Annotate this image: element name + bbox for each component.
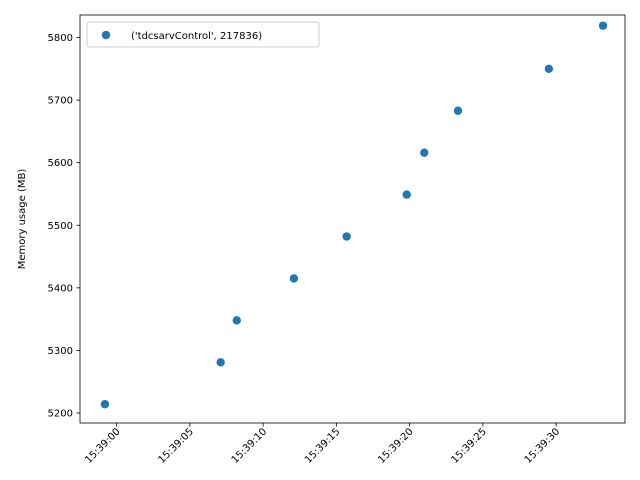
y-tick-label: 5500: [48, 221, 73, 232]
x-tick-label: 15:39:00: [83, 426, 123, 466]
x-tick-label: 15:39:25: [449, 426, 489, 466]
data-point: [544, 64, 554, 74]
y-tick-label: 5600: [48, 158, 73, 169]
plot-area: [80, 15, 625, 423]
y-tick-label: 5200: [48, 408, 73, 419]
data-points: [100, 21, 608, 409]
legend-label: ('tdcsarvControl', 217836): [131, 31, 262, 42]
y-tick-label: 5400: [48, 283, 73, 294]
data-point: [216, 358, 225, 367]
data-point: [100, 400, 110, 409]
data-point: [598, 21, 608, 30]
x-tick-label: 15:39:30: [523, 426, 563, 466]
y-tick-label: 5800: [48, 33, 73, 44]
x-tick-label: 15:39:05: [156, 426, 196, 466]
y-axis-label: Memory usage (MB): [17, 169, 28, 270]
y-tick-label: 5300: [48, 346, 73, 357]
legend-frame: [86, 21, 320, 48]
y-tick-label: 5700: [48, 96, 73, 107]
data-point: [453, 106, 463, 115]
plot-frame: [79, 14, 626, 424]
data-point: [232, 316, 241, 325]
x-tick-label: 15:39:20: [376, 426, 416, 466]
x-axis-ticks: 15:39:00 15:39:05 15:39:10 15:39:15 15:39:20…: [83, 423, 562, 466]
data-point: [289, 274, 299, 283]
data-point: [402, 190, 411, 199]
y-axis-ticks: 5200 5300 5400 5500 5600 5700 5800: [48, 33, 80, 419]
x-tick-label: 15:39:15: [303, 426, 343, 466]
data-point: [342, 232, 351, 241]
legend: ('tdcsarvControl', 217836): [86, 21, 320, 48]
legend-marker: [101, 30, 111, 40]
data-point: [420, 148, 429, 157]
x-tick-label: 15:39:10: [230, 426, 270, 466]
